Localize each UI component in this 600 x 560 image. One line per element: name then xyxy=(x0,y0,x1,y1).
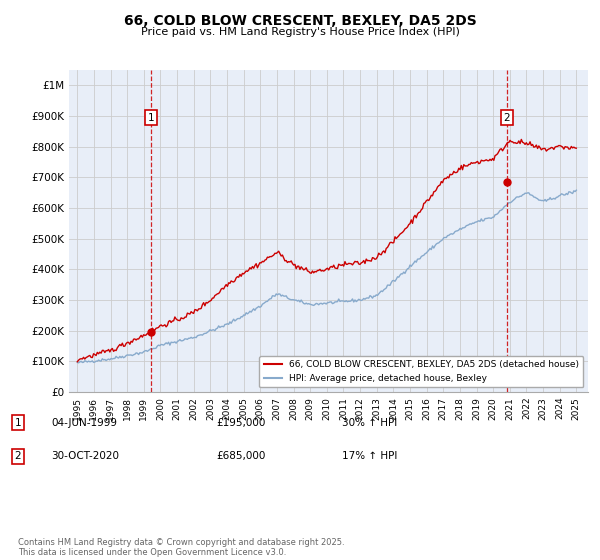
Text: 2: 2 xyxy=(503,113,511,123)
Text: 1: 1 xyxy=(14,418,22,428)
Text: 30% ↑ HPI: 30% ↑ HPI xyxy=(342,418,397,428)
Text: 17% ↑ HPI: 17% ↑ HPI xyxy=(342,451,397,461)
Text: 2: 2 xyxy=(14,451,22,461)
Text: 1: 1 xyxy=(148,113,154,123)
Text: Price paid vs. HM Land Registry's House Price Index (HPI): Price paid vs. HM Land Registry's House … xyxy=(140,27,460,38)
Text: Contains HM Land Registry data © Crown copyright and database right 2025.
This d: Contains HM Land Registry data © Crown c… xyxy=(18,538,344,557)
Text: £685,000: £685,000 xyxy=(216,451,265,461)
Text: 30-OCT-2020: 30-OCT-2020 xyxy=(51,451,119,461)
Text: 04-JUN-1999: 04-JUN-1999 xyxy=(51,418,117,428)
Text: 66, COLD BLOW CRESCENT, BEXLEY, DA5 2DS: 66, COLD BLOW CRESCENT, BEXLEY, DA5 2DS xyxy=(124,14,476,28)
Text: £195,000: £195,000 xyxy=(216,418,265,428)
Legend: 66, COLD BLOW CRESCENT, BEXLEY, DA5 2DS (detached house), HPI: Average price, de: 66, COLD BLOW CRESCENT, BEXLEY, DA5 2DS … xyxy=(259,356,583,388)
